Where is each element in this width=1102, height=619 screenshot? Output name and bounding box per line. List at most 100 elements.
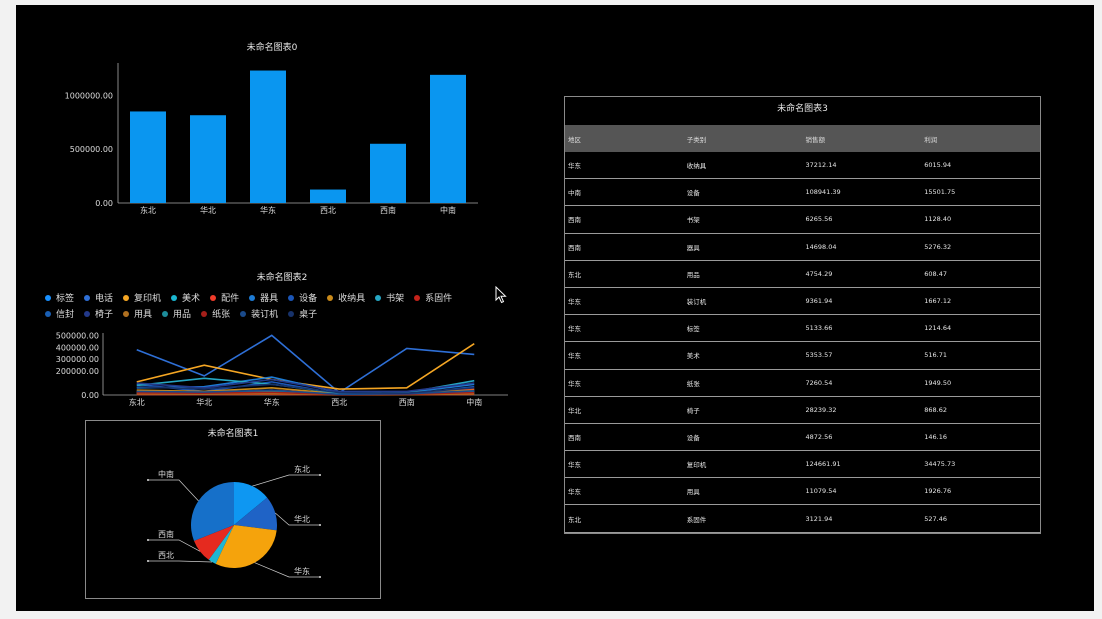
table-cell: 华东 (565, 314, 684, 343)
legend-dot-icon (171, 294, 178, 301)
table-cell: 华东 (565, 152, 684, 180)
table-row[interactable]: 华东 复印机 124661.91 34475.73 (565, 450, 1040, 479)
bar-x-tick-label: 华北 (200, 205, 216, 215)
legend-label: 桌子 (299, 310, 318, 320)
table-cell: 复印机 (683, 450, 803, 479)
pie-leader-dot (319, 474, 321, 476)
legend-item[interactable]: 桌子 (288, 307, 317, 323)
legend-item[interactable]: 电话 (84, 291, 113, 307)
bar-x-tick-label: 西北 (320, 206, 336, 215)
table-row[interactable]: 中南 设备 108941.39 15501.75 (565, 178, 1040, 207)
table-cell: 1214.64 (921, 314, 1040, 343)
line-y-tick-label: 0.00 (81, 391, 99, 400)
table-cell: 7260.54 (802, 369, 922, 397)
pie-label: 华北 (294, 514, 310, 524)
table-header-cell[interactable]: 子类别 (683, 125, 803, 152)
table-row[interactable]: 东北 用品 4754.29 608.47 (565, 260, 1040, 288)
legend-label: 配件 (221, 294, 240, 304)
table-cell: 37212.14 (802, 152, 922, 180)
table-row[interactable]: 西南 设备 4872.56 146.16 (565, 423, 1040, 452)
table-header-cell[interactable]: 地区 (565, 125, 684, 152)
legend-dot-icon (240, 310, 247, 317)
table-header-cell[interactable]: 利润 (921, 125, 1040, 152)
pie-leader-dot (147, 479, 149, 481)
legend-label: 纸张 (212, 310, 231, 320)
table-cell: 设备 (683, 178, 803, 207)
table-row[interactable]: 华东 纸张 7260.54 1949.50 (565, 369, 1040, 397)
table-row[interactable]: 华东 美术 5353.57 516.71 (565, 341, 1040, 370)
table-cell: 6015.94 (921, 152, 1040, 180)
pie-slice (208, 525, 234, 564)
table-row[interactable]: 西南 书架 6265.56 1128.40 (565, 205, 1040, 234)
line-x-tick-label: 西北 (331, 398, 347, 407)
table-row[interactable]: 华北 椅子 28239.32 868.62 (565, 396, 1040, 424)
legend-item[interactable]: 复印机 (123, 291, 161, 307)
table-cell: 516.71 (921, 341, 1040, 370)
mouse-cursor-icon (495, 286, 507, 304)
table-row[interactable]: 华东 收纳具 37212.14 6015.94 (565, 152, 1040, 180)
pie-label: 华东 (294, 566, 310, 576)
legend-item[interactable]: 系固件 (414, 291, 452, 307)
table-header-cell[interactable]: 销售额 (802, 125, 922, 152)
line-series-电话 (136, 334, 475, 394)
legend-item[interactable]: 美术 (171, 291, 200, 307)
pie-leader-dot (147, 560, 149, 562)
line-y-tick-label: 200000.00 (56, 367, 99, 376)
line-series-椅子 (136, 378, 475, 393)
pie-chart-title: 未命名图表1 (207, 429, 259, 439)
pie-slice (191, 482, 234, 541)
table-row[interactable]: 东北 系固件 3121.94 527.46 (565, 504, 1040, 533)
legend-dot-icon (123, 310, 130, 317)
bar-y-tick-label: 500000.00 (70, 145, 113, 154)
table-cell: 设备 (683, 423, 803, 452)
table-row[interactable]: 华东 用具 11079.54 1926.76 (565, 477, 1040, 506)
table-cell: 华东 (565, 369, 684, 397)
table-row[interactable]: 华东 装订机 9361.94 1667.12 (565, 287, 1040, 316)
legend-item[interactable]: 椅子 (84, 307, 113, 323)
legend-item[interactable]: 配件 (210, 291, 239, 307)
data-table: 地区 子类别 销售额 利润 华东 收纳具 37212.14 6015.94 中南 设备 10894… (565, 125, 1040, 533)
legend-dot-icon (45, 294, 51, 301)
table-cell: 西南 (565, 205, 684, 234)
legend-item[interactable]: 收纳具 (327, 291, 365, 307)
legend-item[interactable]: 标签 (45, 291, 74, 307)
bar (430, 74, 466, 203)
table-cell: 中南 (565, 178, 684, 207)
table-cell: 5353.57 (802, 341, 922, 370)
table-cell: 西南 (565, 423, 684, 452)
table-cell: 华东 (565, 450, 684, 479)
legend-dot-icon (123, 294, 130, 301)
table-cell: 5276.32 (921, 233, 1040, 261)
bar (130, 111, 166, 203)
line-y-tick-label: 300000.00 (56, 355, 99, 364)
legend-item[interactable]: 用具 (123, 307, 152, 323)
line-x-tick-label: 西南 (399, 397, 415, 407)
legend-label: 美术 (182, 294, 201, 304)
legend-item[interactable]: 纸张 (201, 307, 230, 323)
table-cell: 用具 (683, 477, 803, 506)
legend-item[interactable]: 书架 (375, 291, 404, 307)
legend-item[interactable]: 器具 (249, 291, 278, 307)
legend-item[interactable]: 用品 (162, 307, 191, 323)
table-header-row: 地区 子类别 销售额 利润 (565, 125, 1040, 152)
pie-slice (234, 497, 277, 531)
pie-leader-line (254, 562, 320, 578)
table-cell: 器具 (683, 233, 803, 261)
legend-label: 用品 (173, 310, 192, 320)
legend-label: 装订机 (251, 310, 279, 320)
table-cell: 美术 (683, 341, 803, 370)
legend-item[interactable]: 设备 (288, 291, 317, 307)
table-row[interactable]: 西南 器具 14698.04 5276.32 (565, 233, 1040, 261)
legend-item[interactable]: 装订机 (240, 307, 278, 323)
table-cell: 装订机 (683, 287, 803, 316)
table-row[interactable]: 东北桌子15580.70-713.48 (565, 532, 1040, 533)
bar-chart-title: 未命名图表0 (246, 43, 298, 53)
table-cell: 868.62 (921, 396, 1040, 424)
table-row[interactable]: 华东 标签 5133.66 1214.64 (565, 314, 1040, 343)
table-cell: 收纳具 (683, 152, 803, 180)
bar-x-tick-label: 东北 (140, 205, 156, 215)
legend-dot-icon (84, 294, 91, 301)
legend-item[interactable]: 信封 (45, 307, 74, 323)
table-cell: 1949.50 (921, 369, 1040, 397)
